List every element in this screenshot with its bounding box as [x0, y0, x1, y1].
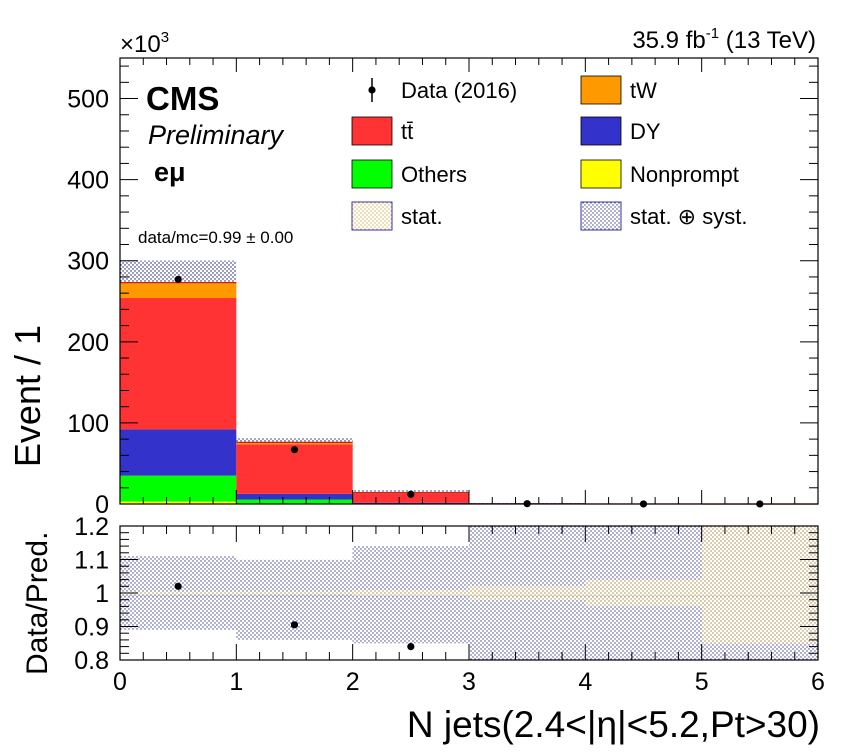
ratio-ytick-label-4: 1.2 [74, 513, 109, 541]
legend-swatch-nonprompt [580, 159, 622, 189]
ytick-label-0: 0 [95, 491, 109, 519]
exponent-label: ×103 [120, 29, 169, 58]
bar-dy-bin-1 [236, 493, 353, 500]
bar-tw-bin-0 [120, 282, 237, 299]
legend-label-stat: stat. [401, 204, 443, 229]
legend-label-tw: tW [630, 78, 657, 103]
legend-marker-data [368, 86, 376, 94]
data-point-1 [290, 446, 299, 454]
legend-label-syst: stat. ⊕ syst. [630, 204, 747, 229]
band-top-bin-1 [236, 438, 353, 443]
legend-swatch-dy [580, 116, 622, 146]
ratio-stat-bin-5 [701, 526, 818, 644]
bar-tt-bin-0 [120, 298, 237, 430]
ratio-point-0 [174, 582, 182, 590]
legend-swatch-stat [351, 201, 393, 231]
bar-tt-bin-2 [352, 493, 469, 503]
legend-swatch-ttbar [351, 116, 393, 146]
ratio-annotation: data/mc=0.99 ± 0.00 [138, 228, 293, 247]
ratio-points [174, 582, 415, 651]
ratio-ytick-label-0: 0.8 [74, 647, 109, 675]
ratio-point-2 [407, 643, 415, 651]
xtick-label-4: 4 [578, 668, 592, 696]
ratio-stat-bin-4 [585, 579, 702, 607]
xtick-label-2: 2 [346, 668, 360, 696]
ytick-label-100: 100 [67, 410, 109, 438]
ytick-label-500: 500 [67, 86, 109, 114]
lumi-label: 35.9 fb-1 (13 TeV) [632, 25, 816, 54]
ratio-stat-band [120, 526, 818, 644]
xtick-label-0: 0 [113, 668, 127, 696]
main-plot: 0 100 200 300 400 500 [67, 57, 819, 519]
main-y-ticks: 0 100 200 300 400 500 [67, 65, 818, 519]
ratio-ytick-label-3: 1.1 [74, 547, 109, 575]
ytick-label-400: 400 [67, 167, 109, 195]
legend-label-ttbar: tt̄ [401, 119, 413, 144]
cms-label: CMS [146, 80, 219, 117]
xtick-label-6: 6 [811, 668, 825, 696]
bar-dy-bin-2 [352, 502, 469, 504]
ratio-stat-bin-3 [469, 586, 586, 600]
ratio-point-1 [290, 621, 299, 629]
data-point-2 [407, 490, 415, 498]
ratio-x-ticks: 0 1 2 3 4 5 6 [113, 526, 825, 696]
bar-dy-bin-0 [120, 429, 237, 476]
bar-others-bin-0 [120, 475, 237, 502]
y-axis-title-top: Event / 1 [7, 325, 48, 467]
ratio-stat-bin-2 [352, 589, 469, 597]
y-axis-title-bottom: Data/Pred. [21, 532, 54, 675]
legend-label-data: Data (2016) [401, 78, 517, 103]
x-axis-title: N jets(2.4<|η|<5.2,Pt>30) [407, 704, 820, 745]
xtick-label-5: 5 [695, 668, 709, 696]
ytick-label-300: 300 [67, 248, 109, 276]
ratio-stat-bin-0 [120, 591, 237, 595]
ratio-y-ticks: 0.8 0.9 1 1.1 1.2 [74, 513, 818, 675]
bar-nonprompt-bin-0 [120, 501, 237, 504]
preliminary-label: Preliminary [148, 120, 285, 150]
band-top-bin-0 [120, 260, 237, 283]
ratio-ytick-label-2: 1 [95, 580, 109, 608]
xtick-label-3: 3 [462, 668, 476, 696]
main-x-ticks [119, 58, 819, 504]
xtick-label-1: 1 [229, 668, 243, 696]
ytick-label-200: 200 [67, 329, 109, 357]
channel-label: eμ [154, 157, 186, 187]
legend-swatch-tw [580, 75, 622, 105]
legend-swatch-syst [580, 201, 622, 231]
stacked-bars [120, 282, 818, 505]
exponent-sup: 3 [161, 29, 169, 46]
legend-label-dy: DY [630, 119, 661, 144]
bar-others-bin-1 [236, 499, 353, 504]
ratio-plot: 0.8 0.9 1 1.1 1.2 0 1 2 3 4 5 6 [74, 513, 825, 696]
data-point-0 [174, 275, 182, 283]
legend-label-others: Others [401, 162, 467, 187]
legend: Data (2016) tW tt̄ DY Others Nonprompt stat. st… [351, 75, 747, 231]
legend-label-nonprompt: Nonprompt [630, 162, 739, 187]
ratio-ytick-label-1: 0.9 [74, 614, 109, 642]
bar-tw-bin-1 [236, 442, 353, 445]
legend-swatch-others [351, 159, 393, 189]
ratio-stat-bin-1 [236, 591, 353, 595]
